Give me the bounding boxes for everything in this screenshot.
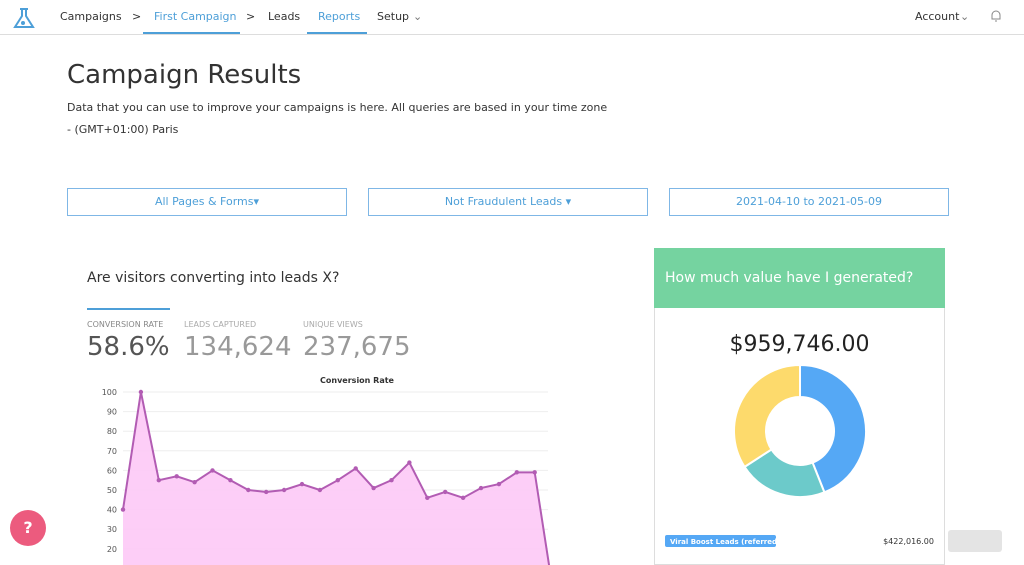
- point: [192, 479, 197, 485]
- y-tick-label: 20: [107, 545, 117, 554]
- point: [496, 481, 502, 487]
- point: [299, 481, 305, 487]
- point: [353, 466, 358, 471]
- filter-label: 2021-04-10 to 2021-05-09: [736, 195, 882, 208]
- nav-item[interactable]: Reports: [318, 10, 361, 23]
- filter-label: All Pages & Forms: [154, 195, 254, 208]
- point: [335, 478, 340, 483]
- top-nav: Campaigns > First Campaign > Leads Repor…: [0, 0, 1024, 35]
- y-tick-label: 60: [107, 466, 117, 475]
- stat-value: 134,624: [184, 332, 292, 362]
- y-tick-label: 80: [107, 427, 117, 436]
- page-description: Data that you can use to improve your ca…: [67, 101, 608, 136]
- point: [460, 495, 466, 501]
- nav-item[interactable]: Setup: [377, 10, 410, 23]
- date-range[interactable]: 2021-04-10 to 2021-05-09: [669, 188, 949, 216]
- line: [122, 391, 551, 565]
- point: [138, 389, 144, 395]
- chart-title: Conversion Rate: [320, 376, 395, 385]
- y-tick-label: 100: [102, 388, 117, 397]
- filter-dropdown[interactable]: Not Fraudulent Leads ▾: [368, 188, 648, 216]
- y-tick-label: 50: [107, 486, 117, 495]
- point: [317, 487, 323, 493]
- point: [120, 507, 126, 512]
- point: [174, 474, 179, 479]
- help-button[interactable]: ?: [10, 510, 46, 546]
- stat-label[interactable]: CONVERSION RATE: [87, 320, 164, 329]
- point: [246, 487, 251, 493]
- page-title: Campaign Results: [67, 60, 302, 90]
- total-value: $959,746.00: [729, 332, 870, 357]
- nav-item[interactable]: Leads: [268, 10, 301, 23]
- point: [210, 468, 215, 473]
- nav-item[interactable]: First Campaign: [154, 10, 237, 23]
- nav-item[interactable]: Campaigns: [60, 10, 122, 23]
- point: [443, 489, 448, 495]
- logo[interactable]: [12, 5, 38, 31]
- point: [228, 478, 233, 483]
- filter-label: Not Fraudulent Leads: [444, 195, 563, 208]
- account-menu[interactable]: Account: [915, 10, 960, 23]
- area-fill: [123, 392, 550, 565]
- y-tick-label: 30: [107, 525, 117, 534]
- stat-label[interactable]: UNIQUE VIEWS: [303, 320, 363, 329]
- y-tick-label: 70: [107, 447, 117, 456]
- point: [264, 489, 269, 495]
- stat-value: 237,675: [303, 332, 411, 362]
- video-controls[interactable]: [948, 530, 1002, 552]
- point: [514, 470, 519, 475]
- point: [425, 495, 430, 501]
- point: [532, 470, 537, 475]
- y-tick-label: 90: [107, 408, 117, 417]
- point: [407, 460, 412, 465]
- stat-label[interactable]: LEADS CAPTURED: [184, 320, 257, 329]
- point: [156, 478, 161, 483]
- bell-icon[interactable]: [990, 9, 1002, 23]
- panel-question: Are visitors converting into leads X?: [87, 270, 340, 286]
- point: [478, 485, 484, 491]
- card-title: How much value have I generated?: [654, 248, 945, 308]
- stat-value: 58.6%: [87, 332, 170, 362]
- filter-dropdown[interactable]: All Pages & Forms▾: [67, 188, 347, 216]
- y-tick-label: 40: [107, 506, 117, 515]
- point: [389, 478, 394, 483]
- point: [281, 487, 287, 493]
- point: [371, 485, 376, 491]
